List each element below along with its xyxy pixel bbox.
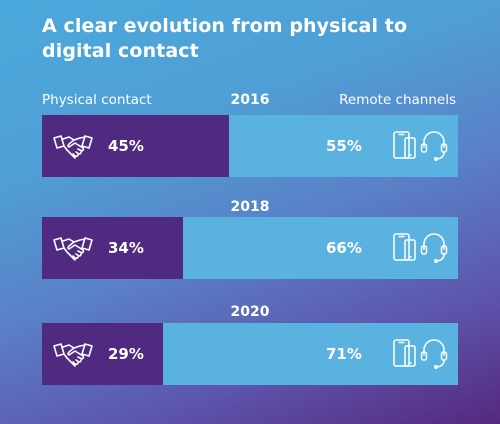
bar-row-2020: 29% 71% <box>42 323 458 385</box>
value-label-physical-2016: 45% <box>108 137 144 155</box>
devices-headset-icon <box>392 232 448 264</box>
year-label-2016: 2016 <box>230 92 270 108</box>
bar-segment-physical-2018 <box>42 217 183 279</box>
remote-channels-header: Remote channels <box>339 92 456 108</box>
handshake-icon <box>52 234 94 262</box>
handshake-icon <box>52 132 94 160</box>
value-label-remote-2018: 66% <box>326 239 362 257</box>
bar-row-2018: 34% 66% <box>42 217 458 279</box>
chart-title: A clear evolution from physical to digit… <box>42 15 408 62</box>
bar-row-2016: 45% 55% <box>42 115 458 177</box>
year-label-2020: 2020 <box>230 304 270 320</box>
bar-segment-physical-2016 <box>42 115 229 177</box>
handshake-icon <box>52 340 94 368</box>
value-label-remote-2020: 71% <box>326 345 362 363</box>
value-label-physical-2018: 34% <box>108 239 144 257</box>
value-label-physical-2020: 29% <box>108 345 144 363</box>
devices-headset-icon <box>392 338 448 370</box>
physical-contact-header: Physical contact <box>42 92 152 108</box>
year-label-2018: 2018 <box>230 199 270 215</box>
devices-headset-icon <box>392 130 448 162</box>
value-label-remote-2016: 55% <box>326 137 362 155</box>
